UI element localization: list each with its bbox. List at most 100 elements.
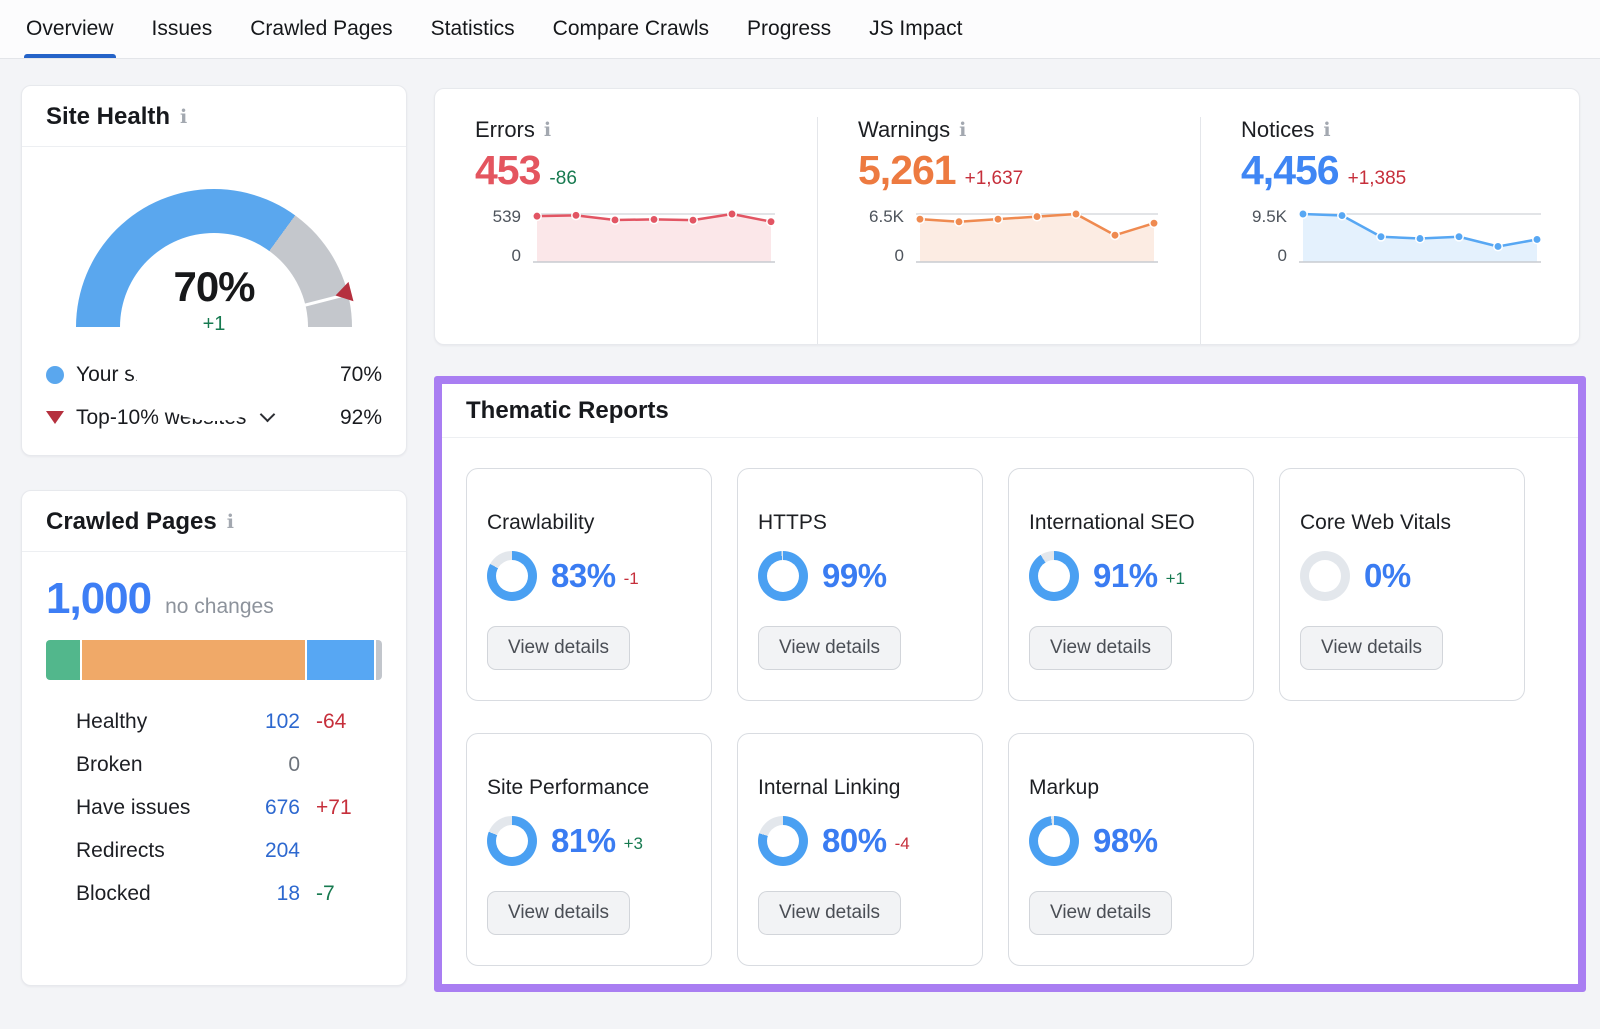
legend-label: Have issues [76,795,191,819]
chevron-down-icon[interactable] [260,406,276,423]
stat-column-notices: Notices i 4,456 +1,385 9.5K 0 [1200,117,1583,344]
report-title: Markup [1029,776,1100,799]
chart-y-labels: 6.5K 0 [858,206,904,268]
report-title: Internal Linking [758,776,901,799]
stat-chart-row: 9.5K 0 [1241,206,1543,268]
info-icon[interactable]: i [226,510,234,533]
tab-issues[interactable]: Issues [151,17,213,40]
report-percentage: 80% [822,822,887,859]
site-health-score: 70% [173,263,255,310]
bar-segment-have-issues [81,640,305,680]
crawled-total: 1,000 [46,574,152,623]
site-health-card: Site Health i 70% +1 Your site 70% Top-10%… [21,85,407,456]
bar-segment-healthy [46,640,80,680]
report-title: Crawlability [487,511,595,534]
legend-delta: -7 [316,881,335,905]
view-details-button[interactable]: View details [1029,891,1173,935]
report-percentage: 81% [551,822,616,859]
stat-label: Warnings [858,117,951,142]
tab-crawled-pages[interactable]: Crawled Pages [250,17,393,40]
y-max-label: 9.5K [1252,207,1287,226]
report-percentage: 83% [551,557,616,594]
stat-header: Notices i [1241,117,1543,143]
errors-trend-chart [532,209,776,263]
stat-value-row: 4,456 +1,385 [1241,147,1543,194]
report-percentage: 98% [1093,822,1158,859]
view-details-button[interactable]: View details [1300,626,1444,670]
legend-row-broken: Broken 0 [46,743,382,786]
red-triangle-down-icon [46,411,64,424]
thematic-report-card-internal-linking: Internal Linking 80% -4 View details [737,733,983,966]
report-donut-chart [487,816,537,866]
report-title: International SEO [1029,511,1195,534]
view-details-button[interactable]: View details [487,891,631,935]
thematic-report-card-site-performance: Site Performance 81% +3 View details [466,733,712,966]
info-icon[interactable]: i [1323,118,1331,141]
report-donut-chart [1029,816,1079,866]
chart-y-labels: 539 0 [475,206,521,268]
stat-value: 4,456 [1241,147,1340,193]
info-icon[interactable]: i [959,118,967,141]
info-icon[interactable]: i [180,105,188,128]
site-health-title: Site Health [46,103,171,130]
legend-value: 676 [264,795,300,819]
thematic-reports-grid: Crawlability 83% -1 View details HTTPS 9… [442,438,1578,994]
gauge-hole [120,233,308,421]
view-details-button[interactable]: View details [1029,626,1173,670]
legend-row-redirects: Redirects 204 [46,829,382,872]
y-min-label: 0 [1277,246,1287,265]
legend-delta: +71 [316,795,352,819]
y-min-label: 0 [511,246,521,265]
report-delta: -4 [894,834,910,853]
y-min-label: 0 [894,246,904,265]
notices-trend-chart [1298,209,1542,263]
stat-value: 5,261 [858,147,957,193]
report-donut-chart [758,816,808,866]
site-health-gauge: 70% +1 [76,189,354,421]
legend-row-have-issues: Have issues 676 +71 [46,786,382,829]
report-title: Core Web Vitals [1300,511,1451,534]
y-max-label: 539 [492,207,521,226]
legend-value: 18 [276,881,300,905]
site-health-delta: +1 [202,313,226,335]
report-delta: -1 [623,569,639,588]
bar-segment-redirects [306,640,375,680]
report-title: Site Performance [487,776,650,799]
stat-label: Notices [1241,117,1315,142]
info-icon[interactable]: i [543,118,552,141]
legend-row-healthy: Healthy 102 -64 [46,700,382,743]
legend-row-blocked: Blocked 18 -7 [46,872,382,915]
blue-dot-icon [46,365,64,384]
report-donut-chart [1029,551,1079,601]
thematic-report-card-international-seo: International SEO 91% +1 View details [1008,468,1254,701]
thematic-report-card-core-web-vitals: Core Web Vitals 0% View details [1279,468,1525,701]
view-details-button[interactable]: View details [758,626,902,670]
tab-statistics[interactable]: Statistics [430,17,515,40]
crawled-pages-stacked-bar [46,640,382,680]
report-percentage: 91% [1093,557,1158,594]
stat-chart-row: 6.5K 0 [858,206,1160,268]
report-percentage: 99% [822,557,887,594]
legend-value: 70% [339,362,382,386]
tab-js-impact[interactable]: JS Impact [869,17,963,40]
bar-segment-blocked [376,640,382,680]
stat-header: Errors i [475,117,777,143]
view-details-button[interactable]: View details [758,891,902,935]
view-details-button[interactable]: View details [487,626,631,670]
thematic-reports-title: Thematic Reports [466,396,669,424]
crawled-pages-title: Crawled Pages [46,508,217,535]
thematic-report-card-markup: Markup 98% View details [1008,733,1254,966]
legend-delta: -64 [316,709,347,733]
report-title: HTTPS [758,511,827,534]
crawled-total-note: no changes [165,595,274,618]
stat-value: 453 [475,147,541,193]
tab-progress[interactable]: Progress [747,17,832,40]
report-delta: +1 [1165,569,1185,588]
tab-overview[interactable]: Overview [24,0,116,58]
legend-value: 92% [339,405,382,429]
crawled-pages-legend: Healthy 102 -64 Broken 0 Have issues 676 +71 Red… [46,700,382,915]
legend-value: 204 [264,838,300,862]
tab-compare-crawls[interactable]: Compare Crawls [552,17,710,40]
thematic-reports-section: Thematic Reports Crawlability 83% -1 Vie… [434,376,1586,992]
stat-label: Errors [475,117,535,142]
